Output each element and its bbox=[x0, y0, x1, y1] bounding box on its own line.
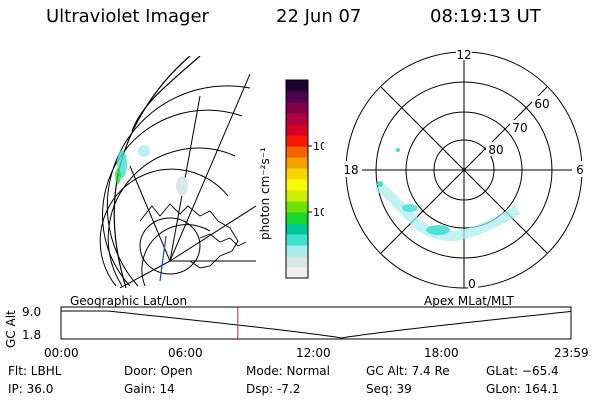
aurora-emission bbox=[396, 148, 400, 152]
meridian bbox=[169, 73, 251, 262]
timeline-xtick-1: 06:00 bbox=[168, 346, 203, 360]
gc-alt-value: GC Alt: 7.4 Re bbox=[366, 364, 450, 378]
filter-value: Flt: LBHL bbox=[8, 364, 62, 378]
colorbar-stop bbox=[286, 245, 308, 257]
lat-label-80: 80 bbox=[488, 143, 503, 157]
timeline-xtick-4: 23:59 bbox=[554, 346, 589, 360]
apex-label: Apex MLat/MLT bbox=[424, 294, 514, 308]
aurora-emission bbox=[138, 145, 150, 157]
meridian bbox=[129, 165, 171, 262]
colorbar-stop bbox=[286, 179, 308, 191]
colorbar: 100 10 bbox=[285, 79, 324, 279]
colorbar-stop bbox=[286, 91, 308, 103]
colorbar-stop bbox=[286, 201, 308, 213]
instrument-title: Ultraviolet Imager bbox=[46, 6, 209, 27]
spacecraft-track bbox=[159, 235, 167, 282]
ip-value: IP: 36.0 bbox=[8, 382, 54, 396]
lat-label-60: 60 bbox=[534, 97, 549, 111]
observation-time: 08:19:13 UT bbox=[430, 6, 541, 27]
colorbar-stop bbox=[286, 267, 308, 279]
timeline-xtick-2: 12:00 bbox=[296, 346, 331, 360]
aurora-emission bbox=[176, 176, 188, 196]
colorbar-stop bbox=[286, 223, 308, 235]
lat-ring bbox=[99, 168, 229, 287]
mode-value: Mode: Normal bbox=[246, 364, 330, 378]
door-value: Door: Open bbox=[124, 364, 193, 378]
gain-value: Gain: 14 bbox=[124, 382, 175, 396]
mlt-label-left: 18 bbox=[343, 163, 358, 177]
glat-value: GLat: −65.4 bbox=[486, 364, 559, 378]
colorbar-stop bbox=[286, 146, 308, 158]
colorbar-unit-label: photon cm⁻²s⁻¹ bbox=[258, 147, 272, 240]
meridian bbox=[169, 205, 257, 262]
aurora-emission bbox=[377, 181, 383, 187]
timeline-ytick-top: 9.0 bbox=[22, 305, 42, 319]
mlt-label-bottom: 0 bbox=[468, 277, 476, 291]
aurora-emission bbox=[115, 168, 121, 184]
colorbar-frame bbox=[285, 79, 309, 279]
timeline-ytick-bottom: 1.8 bbox=[22, 328, 42, 342]
dsp-value: Dsp: -7.2 bbox=[246, 382, 301, 396]
aurora-emission bbox=[402, 204, 418, 212]
mlt-diagonal bbox=[380, 86, 548, 254]
auroral-oval bbox=[375, 181, 521, 241]
colorbar-stop bbox=[286, 113, 308, 125]
limb-inner bbox=[131, 56, 201, 132]
colorbar-tick-label: 100 bbox=[313, 140, 324, 153]
aurora-emission bbox=[426, 225, 450, 235]
colorbar-stop bbox=[286, 124, 308, 136]
colorbar-stop bbox=[286, 212, 308, 224]
colorbar-stop bbox=[286, 102, 308, 114]
geographic-label: Geographic Lat/Lon bbox=[70, 294, 188, 308]
lat-ring bbox=[141, 224, 211, 287]
altitude-curve bbox=[61, 310, 572, 339]
timeline-xtick-0: 00:00 bbox=[44, 346, 79, 360]
colorbar-stop bbox=[286, 256, 308, 268]
mlt-label-top: 12 bbox=[456, 48, 471, 62]
colorbar-stop bbox=[286, 135, 308, 147]
timeline-frame bbox=[60, 306, 572, 340]
lat-ring bbox=[106, 85, 251, 287]
timeline-xtick-3: 18:00 bbox=[424, 346, 459, 360]
timeline-ylabel: GC Alt bbox=[4, 310, 18, 348]
magnetic-polar-plot: 12 18 6 0 60 70 80 bbox=[340, 48, 586, 291]
colorbar-stop bbox=[286, 168, 308, 180]
coastline bbox=[199, 233, 247, 247]
colorbar-stop bbox=[286, 190, 308, 202]
observation-date: 22 Jun 07 bbox=[276, 6, 362, 27]
pole-ring bbox=[139, 217, 201, 275]
coastline bbox=[139, 203, 239, 269]
seq-value: Seq: 39 bbox=[366, 382, 412, 396]
geographic-map bbox=[99, 56, 257, 288]
altitude-timeline bbox=[60, 306, 572, 340]
earth-limb bbox=[113, 56, 191, 288]
mlt-label-right: 6 bbox=[576, 163, 584, 177]
colorbar-stop bbox=[286, 157, 308, 169]
lat-ring bbox=[107, 147, 236, 287]
lat-label-70: 70 bbox=[512, 121, 527, 135]
colorbar-tick-label: 10 bbox=[313, 206, 324, 219]
colorbar-stop bbox=[286, 80, 308, 92]
glon-value: GLon: 164.1 bbox=[486, 382, 559, 396]
colorbar-stop bbox=[286, 234, 308, 246]
